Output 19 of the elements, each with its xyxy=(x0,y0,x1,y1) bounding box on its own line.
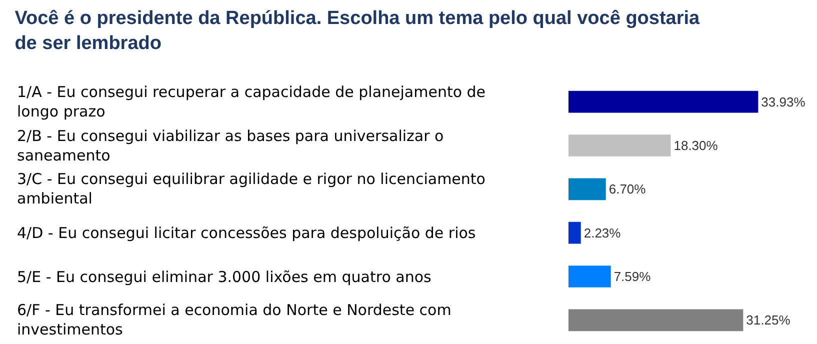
y-tick-label: 4/D - Eu consegui licitar concessões para despoluição de rios xyxy=(17,224,476,242)
y-tick-label: 5/E - Eu consegui eliminar 3.000 lixões em quatro anos xyxy=(17,268,432,286)
bar xyxy=(568,309,744,332)
y-tick-label: 3/C - Eu consegui equilibrar agilidade e rigor no licenciamento ambiental xyxy=(17,170,486,208)
y-tick-label: 1/A - Eu consegui recuperar a capacidade de planejamento de longo prazo xyxy=(17,83,486,120)
data-label: 6.70% xyxy=(608,182,646,197)
data-label: 18.30% xyxy=(674,138,718,153)
bar xyxy=(568,222,581,244)
bar xyxy=(568,90,758,113)
text: Você é o presidente da República. Escolha um tema pelo qual você gostaria de ser lembrado xyxy=(14,8,700,54)
bar xyxy=(568,266,611,288)
data-label: 7.59% xyxy=(614,269,652,284)
y-tick-label: 2/B - Eu consegui viabilizar as bases para universalizar o saneamento xyxy=(17,127,444,164)
data-label: 33.93% xyxy=(761,94,806,110)
bar xyxy=(568,178,606,200)
y-tick-label: 6/F - Eu transformei a economia do Norte e Nordeste com investimentos xyxy=(17,301,452,338)
data-label: 31.25% xyxy=(746,312,791,328)
bar xyxy=(568,134,671,156)
data-label: 2.23% xyxy=(584,225,622,240)
